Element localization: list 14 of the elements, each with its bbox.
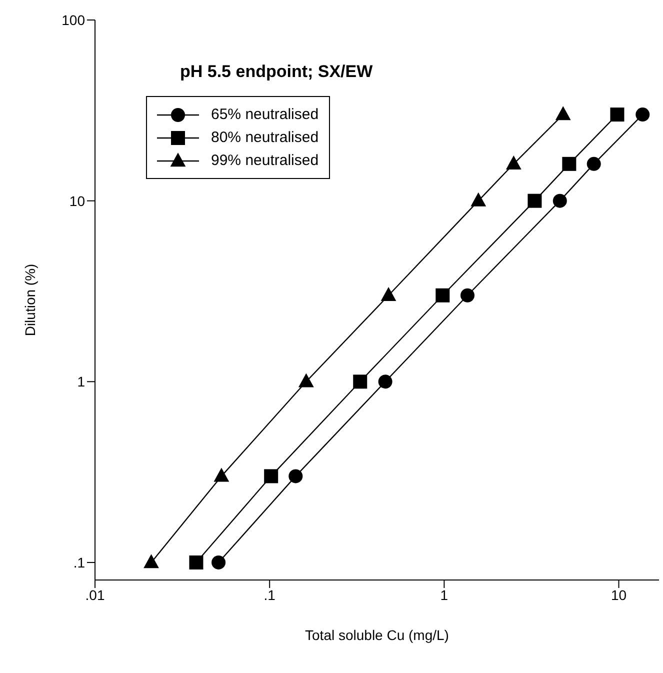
y-axis-title: Dilution (%) xyxy=(22,264,38,336)
legend-label: 80% neutralised xyxy=(211,129,319,146)
legend-label: 65% neutralised xyxy=(211,106,319,123)
x-tick-label: .01 xyxy=(85,586,105,603)
y-tick-label: 10 xyxy=(69,192,86,209)
y-tick-label: .1 xyxy=(73,554,86,570)
x-tick-label: .1 xyxy=(264,586,276,603)
y-tick-label: 100 xyxy=(62,12,86,28)
text: pH 5.5 endpoint; SX/EW xyxy=(180,62,374,81)
x-tick-label: 1 xyxy=(440,586,448,603)
x-axis-title: Total soluble Cu (mg/L) xyxy=(305,627,449,643)
x-tick-label: 10 xyxy=(610,586,627,603)
y-tick-label: 1 xyxy=(77,374,86,390)
legend-label: 99% neutralised xyxy=(211,152,319,169)
